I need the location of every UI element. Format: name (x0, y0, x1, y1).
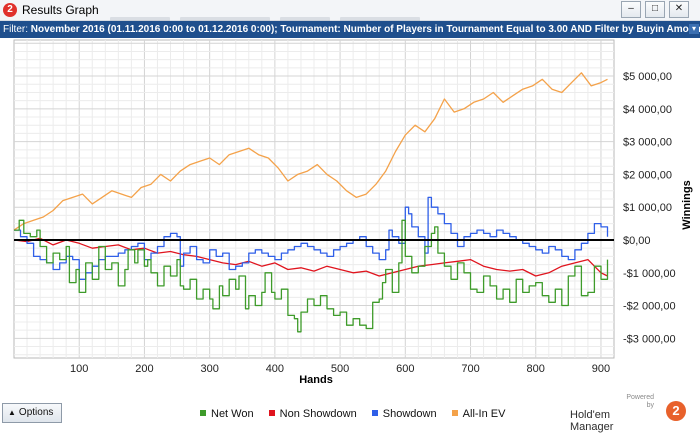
y-axis-label: Winnings (681, 180, 693, 229)
x-tick-label: 500 (331, 363, 349, 375)
x-tick-label: 800 (527, 363, 545, 375)
legend-swatch-all-in-ev (451, 410, 458, 416)
app-logo-icon: 2 (3, 3, 17, 17)
legend-swatch-net-won (200, 410, 206, 416)
legend-item-non-showdown[interactable]: Non Showdown (268, 408, 357, 420)
legend-swatch-non-showdown (268, 410, 275, 416)
chart-legend: Net Won Non Showdown Showdown All-In EV (200, 408, 517, 420)
title-bar: 2 Results Graph – □ ✕ (0, 0, 700, 23)
expand-up-icon: ▲ (8, 408, 16, 417)
legend-label-all-in-ev: All-In EV (462, 408, 506, 420)
y-tick-label: $4 000,00 (623, 104, 672, 116)
window-title: Results Graph (22, 3, 99, 17)
filter-expand-icon[interactable]: ▾ (689, 24, 699, 34)
results-chart: 100 200 300 400 500 600 700 800 900 $5 000,00 $4 … (0, 38, 700, 393)
powered-by-line-1: Powered (626, 394, 654, 401)
series-line-all-in-ev (13, 72, 608, 231)
x-tick-label: 700 (461, 363, 479, 375)
close-button[interactable]: ✕ (669, 1, 689, 18)
y-tick-label: -$2 000,00 (623, 301, 676, 313)
y-tick-label: $2 000,00 (623, 169, 672, 181)
y-tick-label: $0,00 (623, 235, 651, 247)
options-button[interactable]: ▲ Options (2, 403, 62, 423)
legend-item-all-in-ev[interactable]: All-In EV (451, 408, 506, 420)
options-label: Options (18, 407, 54, 418)
x-tick-label: 600 (396, 363, 414, 375)
x-axis-ticks: 100 200 300 400 500 600 700 800 900 (70, 363, 610, 375)
brand-area: Powered by Hold'em Manager 2 (570, 393, 690, 433)
results-chart-svg: 100 200 300 400 500 600 700 800 900 $5 000,00 $4 … (13, 39, 693, 386)
chart-grid (13, 39, 615, 359)
x-tick-label: 900 (592, 363, 610, 375)
legend-swatch-showdown (371, 410, 378, 416)
powered-by-line-2: by (646, 402, 654, 409)
series-line-non-showdown (13, 237, 608, 277)
y-tick-label: -$1 000,00 (623, 268, 676, 280)
minimize-button[interactable]: – (621, 1, 641, 18)
y-tick-label: -$3 000,00 (623, 333, 676, 345)
hem-logo-icon: 2 (666, 401, 686, 421)
y-tick-label: $1 000,00 (623, 202, 672, 214)
maximize-button[interactable]: □ (645, 1, 665, 18)
legend-label-net-won: Net Won (211, 408, 254, 420)
x-tick-label: 200 (135, 363, 153, 375)
legend-label-non-showdown: Non Showdown (279, 408, 357, 420)
series-line-showdown (14, 196, 609, 280)
brand-name: Hold'em Manager (570, 409, 614, 433)
x-tick-label: 100 (70, 363, 88, 375)
filter-bar[interactable]: Filter: November 2016 (01.11.2016 0:00 t… (0, 21, 700, 38)
x-tick-label: 300 (200, 363, 218, 375)
filter-text: November 2016 (01.11.2016 0:00 to 01.12.… (30, 24, 700, 35)
powered-by-text: Powered by (626, 394, 654, 410)
footer-bar: ▲ Options Net Won Non Showdown Showdown A… (0, 393, 700, 433)
x-tick-label: 400 (266, 363, 284, 375)
filter-label: Filter: (3, 24, 28, 35)
chart-series (13, 72, 609, 333)
y-axis-ticks: $5 000,00 $4 000,00 $3 000,00 $2 000,00 $1 0… (623, 71, 676, 345)
legend-item-net-won[interactable]: Net Won (200, 408, 254, 420)
legend-item-showdown[interactable]: Showdown (371, 408, 437, 420)
legend-label-showdown: Showdown (382, 408, 437, 420)
x-axis-label: Hands (299, 374, 333, 386)
series-line-net-won (14, 219, 609, 333)
background-tabs (110, 10, 480, 23)
y-tick-label: $5 000,00 (623, 71, 672, 83)
y-tick-label: $3 000,00 (623, 137, 672, 149)
